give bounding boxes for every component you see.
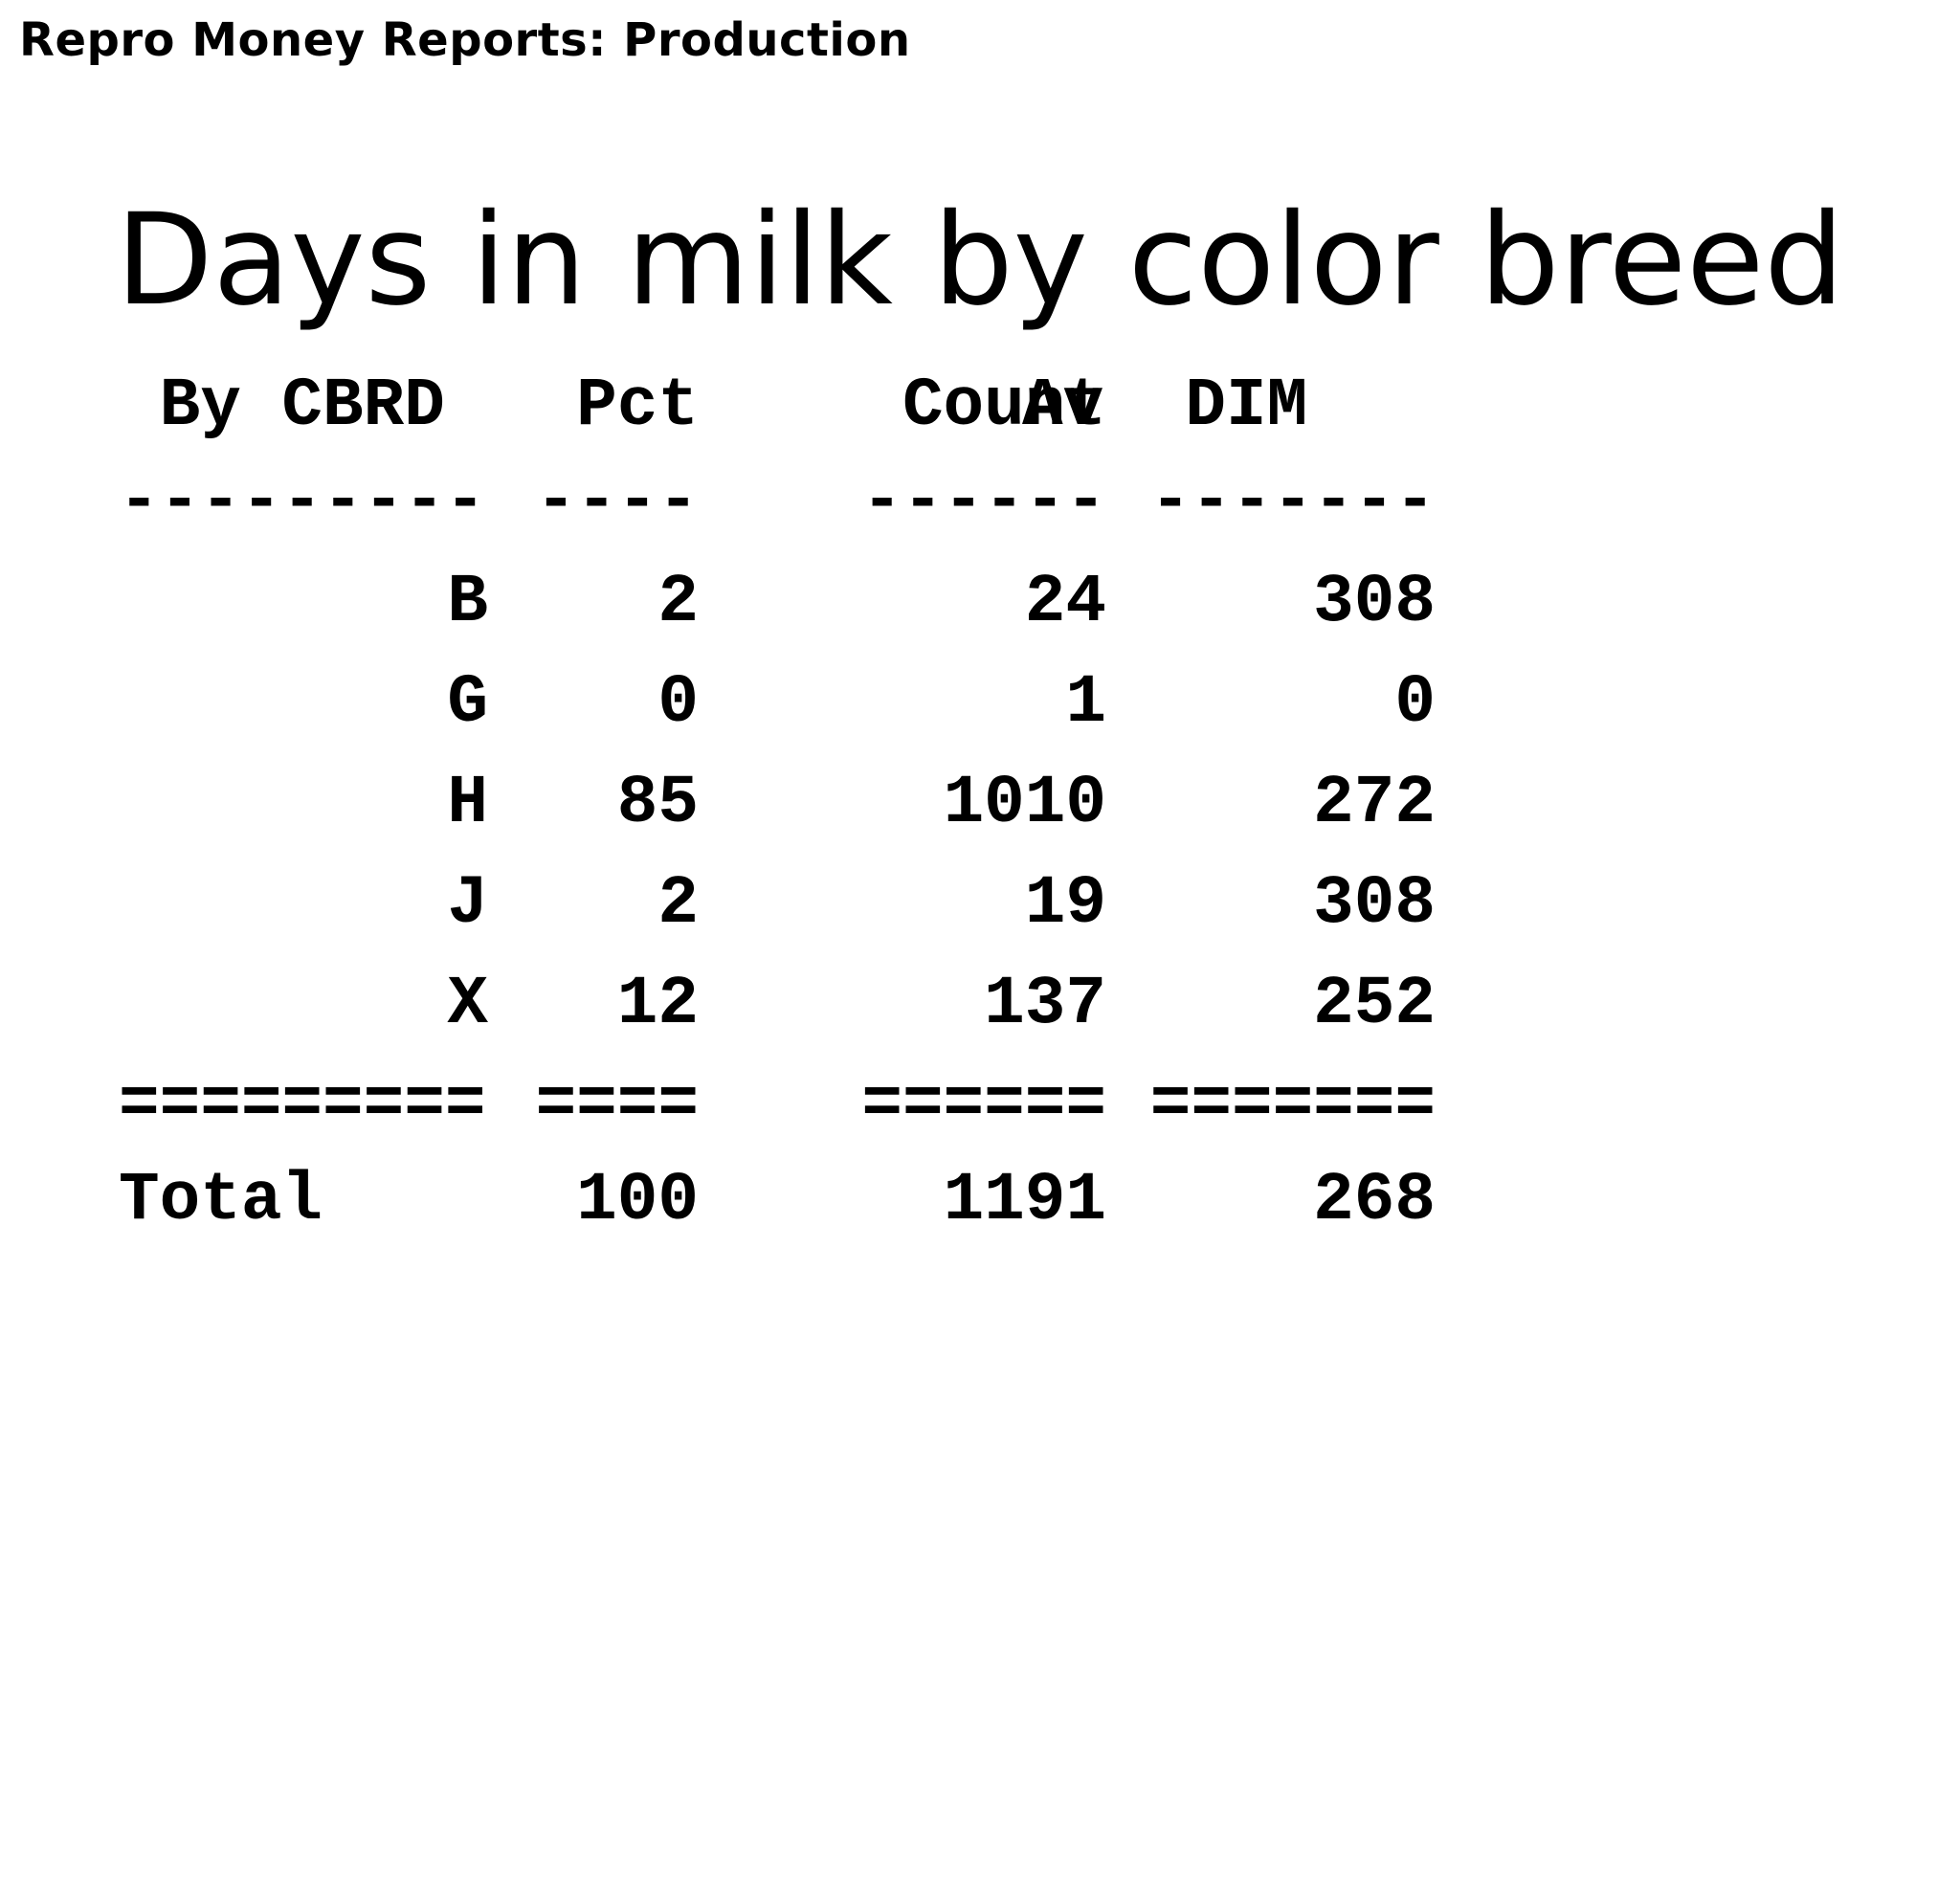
- cbrd-cell: H: [447, 766, 488, 842]
- equals-separator: ======: [861, 1067, 1106, 1144]
- dim-cell: 308: [1313, 565, 1436, 641]
- dim-cell: 308: [1313, 866, 1436, 943]
- dim-cell: 272: [1313, 766, 1436, 842]
- column-header-count: Count: [902, 368, 1106, 445]
- cbrd-cell: J: [447, 866, 488, 943]
- pct-cell: 85: [616, 766, 699, 842]
- total-pct: 100: [576, 1163, 699, 1239]
- page-title: Days in milk by color breed: [115, 187, 1845, 334]
- report-header: Repro Money Reports: Production: [19, 13, 911, 67]
- count-cell: 1010: [943, 766, 1106, 842]
- dim-by-breed-table: By CBRD Pct Count Av DIM --------- ---- …: [119, 364, 1436, 1895]
- total-label: Total: [119, 1163, 323, 1239]
- column-header-av-dim: Av DIM: [1022, 368, 1308, 445]
- table-row: H 85 1010 272: [119, 761, 1436, 847]
- dash-separator: ------: [861, 464, 1106, 541]
- table-row: X 12 137 252: [119, 962, 1436, 1048]
- table-row: B 2 24 308: [119, 560, 1436, 646]
- pct-cell: 0: [657, 665, 699, 742]
- total-row: Total 100 1191 268: [119, 1158, 1436, 1244]
- dash-separator-row: --------- ---- ------ -------: [119, 459, 1436, 546]
- equals-separator-row: ========= ==== ====== =======: [119, 1062, 1436, 1148]
- dim-cell: 252: [1313, 967, 1436, 1043]
- dash-separator: -------: [1149, 464, 1436, 541]
- table-row: G 0 1 0: [119, 660, 1436, 747]
- table-row: J 2 19 308: [119, 861, 1436, 948]
- equals-separator: ====: [535, 1067, 699, 1144]
- cbrd-cell: X: [447, 967, 488, 1043]
- column-header-pct: Pct: [576, 368, 699, 445]
- column-header-cbrd: By CBRD: [119, 368, 445, 445]
- count-cell: 24: [1024, 565, 1106, 641]
- pct-cell: 12: [616, 967, 699, 1043]
- total-dim: 268: [1313, 1163, 1436, 1239]
- cbrd-cell: B: [447, 565, 488, 641]
- pct-cell: 2: [657, 866, 699, 943]
- dash-separator: ---------: [119, 464, 486, 541]
- table-header-row: By CBRD Pct Count Av DIM: [119, 364, 1308, 450]
- count-cell: 1: [1065, 665, 1106, 742]
- count-cell: 137: [984, 967, 1106, 1043]
- dim-cell: 0: [1394, 665, 1436, 742]
- dash-separator: ----: [535, 464, 699, 541]
- equals-separator: =========: [119, 1067, 486, 1144]
- equals-separator: =======: [1149, 1067, 1436, 1144]
- total-count: 1191: [943, 1163, 1106, 1239]
- pct-cell: 2: [657, 565, 699, 641]
- count-cell: 19: [1024, 866, 1106, 943]
- cbrd-cell: G: [447, 665, 488, 742]
